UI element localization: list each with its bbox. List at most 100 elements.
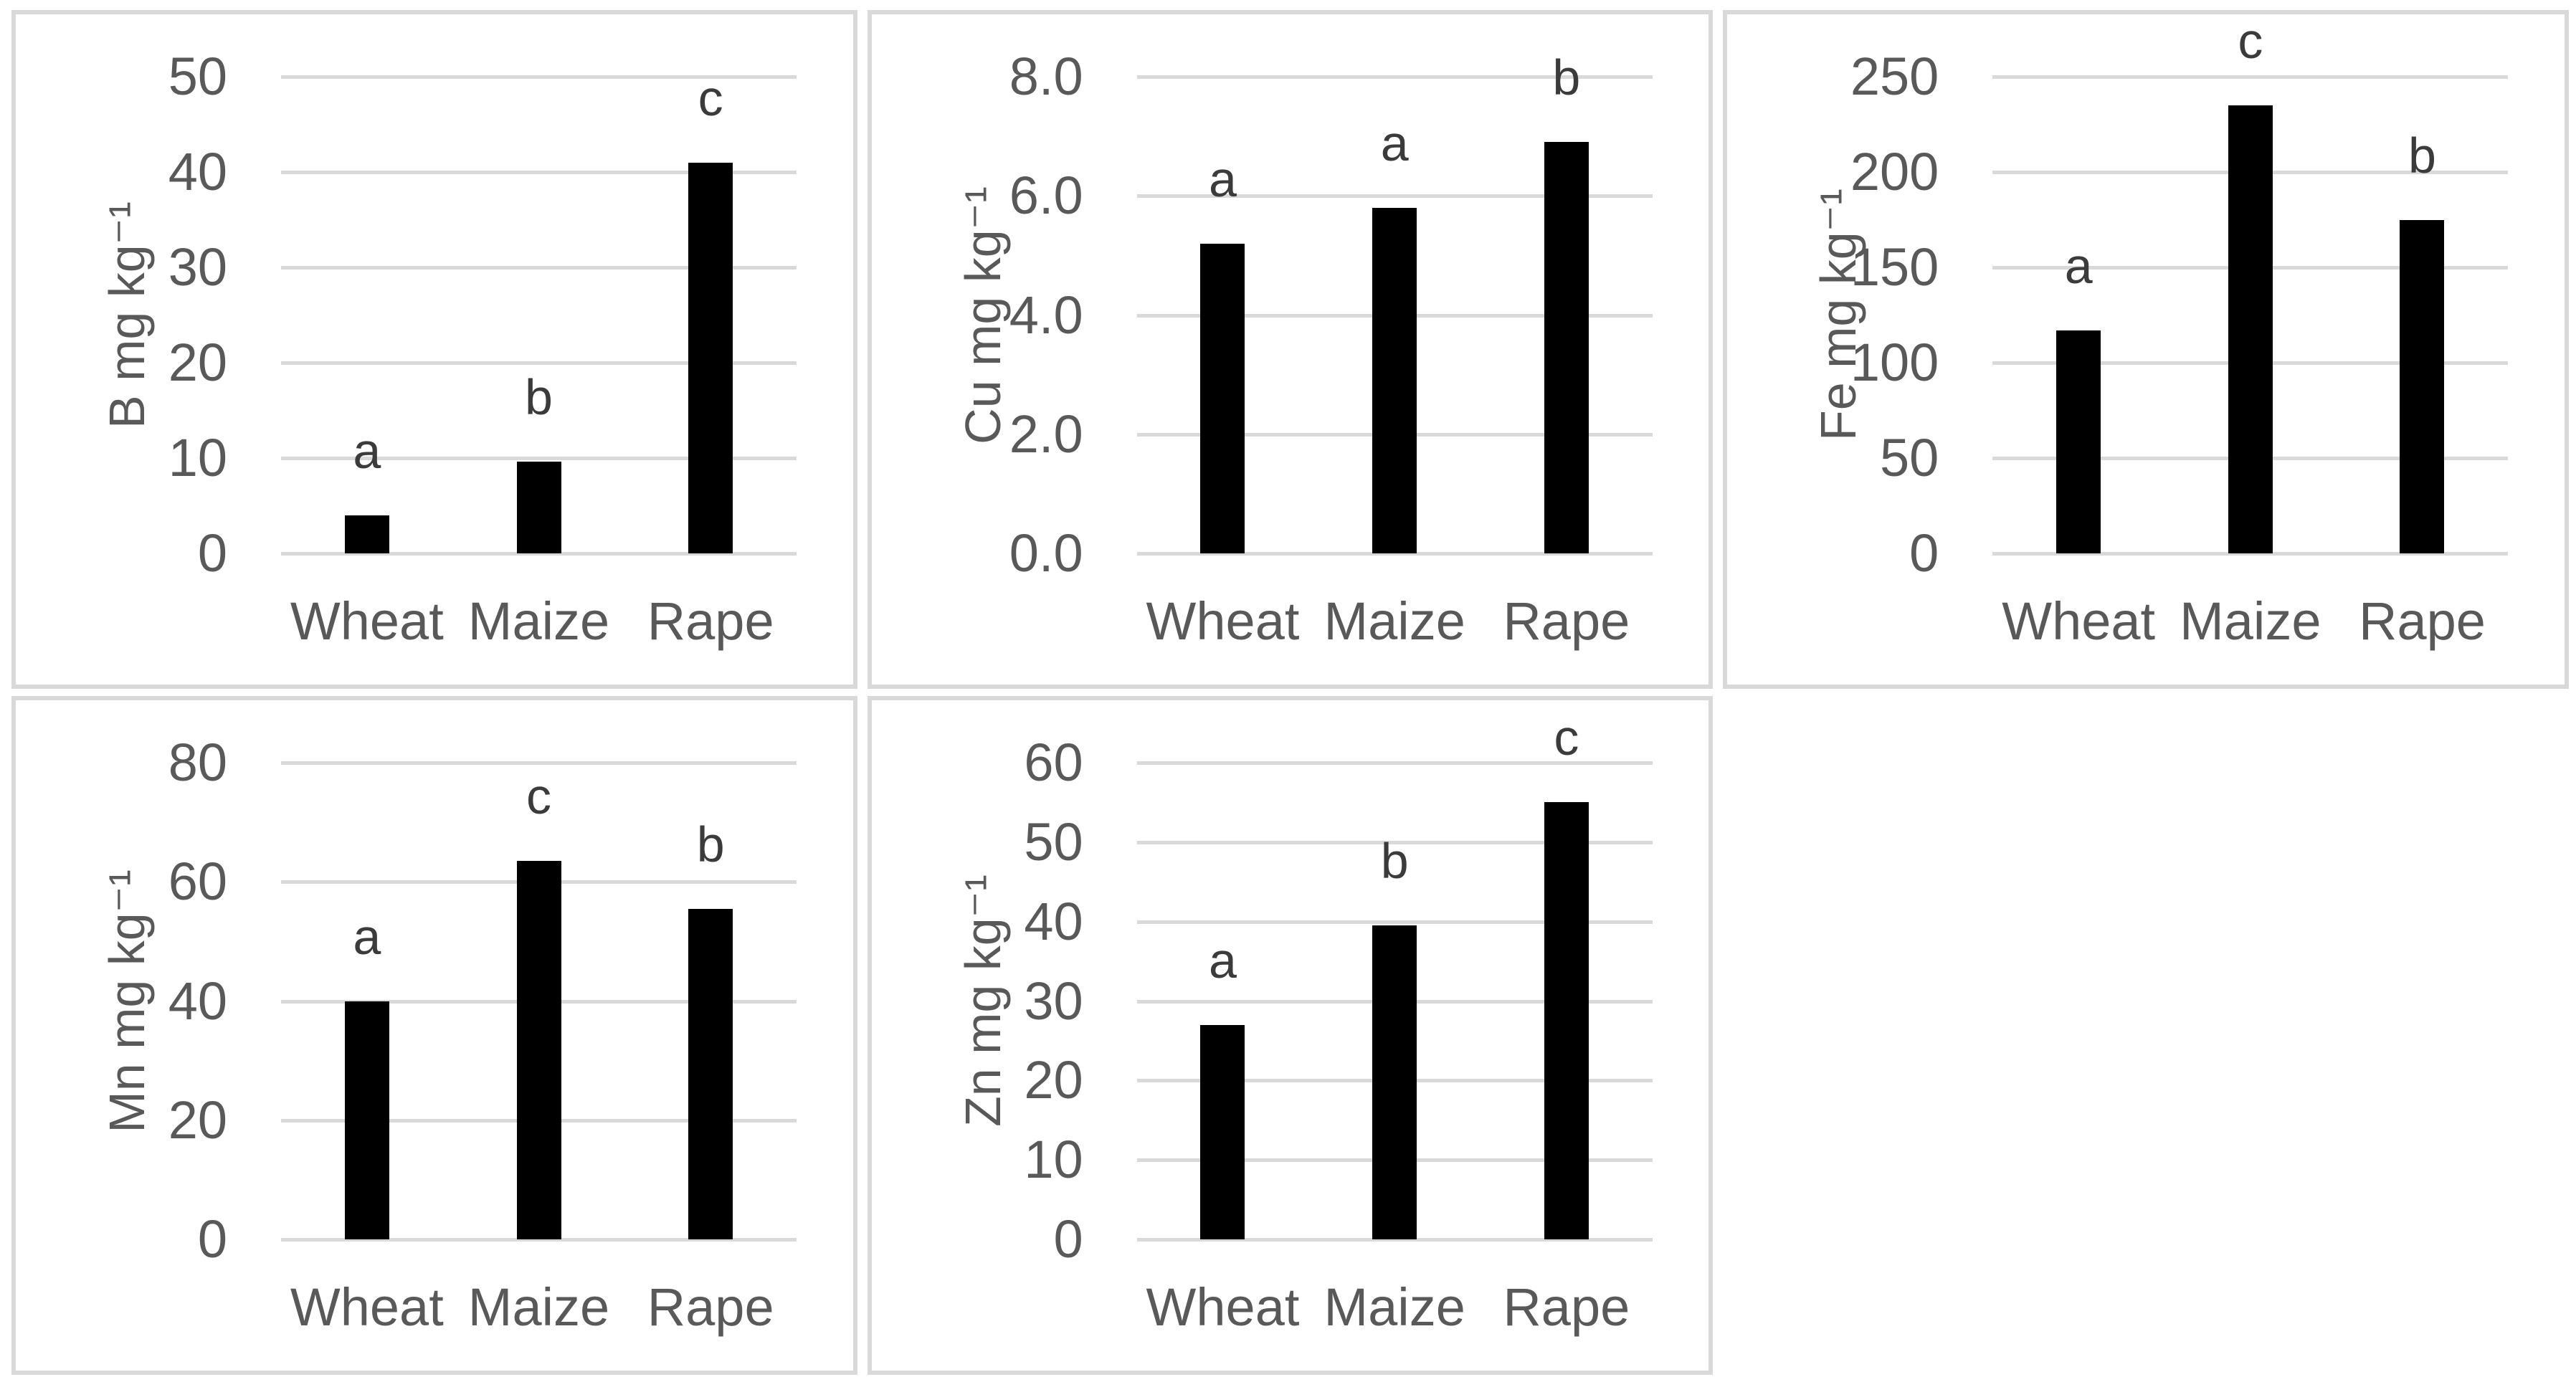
empty-cell bbox=[1723, 696, 2569, 1375]
y-axis-tick-label: 80 bbox=[168, 733, 227, 792]
x-axis-category-label: Wheat bbox=[290, 591, 444, 651]
y-axis-tick-label: 20 bbox=[1024, 1050, 1083, 1110]
y-axis-tick-label: 0 bbox=[1053, 1209, 1083, 1269]
y-axis-tick-label: 60 bbox=[168, 852, 227, 912]
chart-panel-zn: Zn mg kg⁻¹ 0 10 20 30 40 50 60 a Wheat b Maize c Rape bbox=[867, 696, 1714, 1375]
chart-panel-cu: Cu mg kg⁻¹ 0.0 2.0 4.0 6.0 8.0 a Wheat a Maize b Ra… bbox=[867, 10, 1714, 689]
bar-maize bbox=[2228, 105, 2273, 553]
significance-letter: b bbox=[2408, 127, 2436, 184]
x-axis-category-label: Rape bbox=[1503, 591, 1630, 651]
bar-wheat bbox=[1200, 1024, 1245, 1239]
y-axis-tick-label: 0 bbox=[1909, 523, 1939, 583]
gridline bbox=[1136, 75, 1653, 79]
significance-letter: a bbox=[1209, 932, 1237, 988]
significance-letter: c bbox=[1554, 710, 1579, 766]
x-axis-category-label: Maize bbox=[1323, 591, 1465, 651]
significance-letter: b bbox=[1552, 49, 1581, 106]
x-axis-category-label: Maize bbox=[2180, 591, 2321, 651]
bar-wheat bbox=[344, 515, 389, 553]
bar-rape bbox=[1544, 802, 1589, 1239]
x-axis-category-label: Rape bbox=[647, 591, 774, 651]
y-axis-label: B mg kg⁻¹ bbox=[99, 201, 155, 429]
y-axis-tick-label: 10 bbox=[1024, 1130, 1083, 1190]
x-axis-category-label: Wheat bbox=[2002, 591, 2156, 651]
significance-letter: a bbox=[353, 422, 381, 479]
y-axis-tick-label: 2.0 bbox=[1009, 404, 1083, 464]
y-axis-tick-label: 50 bbox=[1880, 428, 1939, 487]
x-axis-category-label: Wheat bbox=[1146, 1277, 1300, 1337]
bar-rape bbox=[688, 908, 733, 1239]
chart-panel-mn: Mn mg kg⁻¹ 0 20 40 60 80 a Wheat c Maize b Rape bbox=[11, 696, 857, 1375]
y-axis-tick-label: 60 bbox=[1024, 733, 1083, 792]
y-axis-tick-label: 40 bbox=[168, 142, 227, 201]
gridline bbox=[281, 171, 797, 174]
bar-maize bbox=[1372, 925, 1417, 1239]
significance-letter: c bbox=[698, 70, 723, 126]
gridline bbox=[281, 552, 797, 556]
significance-letter: b bbox=[1380, 833, 1409, 890]
y-axis-tick-label: 40 bbox=[168, 971, 227, 1031]
gridline bbox=[281, 75, 797, 79]
chart-panel-b: B mg kg⁻¹ 0 10 20 30 40 50 a Wheat b Maize c Rape bbox=[11, 10, 857, 689]
x-axis-category-label: Rape bbox=[1503, 1277, 1630, 1337]
gridline bbox=[1136, 1238, 1653, 1242]
significance-letter: a bbox=[2064, 237, 2093, 294]
x-axis-category-label: Maize bbox=[1323, 1277, 1465, 1337]
bar-wheat bbox=[344, 1001, 389, 1239]
gridline bbox=[281, 761, 797, 765]
x-axis-category-label: Wheat bbox=[290, 1277, 444, 1337]
gridline bbox=[1136, 920, 1653, 924]
y-axis-tick-label: 20 bbox=[168, 333, 227, 392]
bar-wheat bbox=[2056, 330, 2101, 553]
y-axis-tick-label: 10 bbox=[168, 428, 227, 487]
x-axis-category-label: Wheat bbox=[1146, 591, 1300, 651]
x-axis-category-label: Rape bbox=[647, 1277, 774, 1337]
significance-letter: a bbox=[1209, 151, 1237, 207]
y-axis-tick-label: 100 bbox=[1850, 333, 1939, 392]
x-axis-category-label: Maize bbox=[467, 591, 610, 651]
bar-wheat bbox=[1200, 243, 1245, 553]
significance-letter: b bbox=[696, 816, 725, 872]
bar-rape bbox=[2400, 219, 2445, 553]
y-axis-tick-label: 30 bbox=[168, 237, 227, 297]
y-axis-tick-label: 20 bbox=[168, 1090, 227, 1150]
y-axis-tick-label: 50 bbox=[168, 47, 227, 106]
gridline bbox=[1136, 552, 1653, 556]
y-axis-tick-label: 0 bbox=[197, 1209, 227, 1269]
bar-maize bbox=[516, 462, 561, 553]
y-axis-tick-label: 8.0 bbox=[1009, 47, 1083, 106]
gridline bbox=[1992, 75, 2509, 79]
x-axis-category-label: Maize bbox=[467, 1277, 610, 1337]
significance-letter: a bbox=[1380, 115, 1409, 171]
significance-letter: b bbox=[525, 369, 553, 426]
gridline bbox=[281, 1238, 797, 1242]
y-axis-tick-label: 250 bbox=[1850, 47, 1939, 106]
significance-letter: c bbox=[2238, 12, 2263, 69]
gridline bbox=[1136, 840, 1653, 844]
y-axis-label: Fe mg kg⁻¹ bbox=[1810, 189, 1867, 442]
y-axis-tick-label: 30 bbox=[1024, 971, 1083, 1031]
significance-letter: a bbox=[353, 908, 381, 965]
significance-letter: c bbox=[526, 768, 551, 825]
y-axis-tick-label: 200 bbox=[1850, 142, 1939, 201]
gridline bbox=[281, 457, 797, 460]
y-axis-tick-label: 40 bbox=[1024, 891, 1083, 951]
gridline bbox=[1992, 552, 2509, 556]
y-axis-tick-label: 6.0 bbox=[1009, 166, 1083, 226]
gridline bbox=[1136, 194, 1653, 199]
y-axis-tick-label: 50 bbox=[1024, 811, 1083, 872]
y-axis-tick-label: 0 bbox=[197, 523, 227, 583]
chart-panel-fe: Fe mg kg⁻¹ 0 50 100 150 200 250 a Wheat c Maize b Ra… bbox=[1723, 10, 2569, 689]
y-axis-tick-label: 150 bbox=[1850, 237, 1939, 297]
bar-maize bbox=[516, 861, 561, 1239]
gridline bbox=[1136, 761, 1653, 765]
bar-maize bbox=[1372, 207, 1417, 553]
gridline bbox=[281, 266, 797, 270]
bar-rape bbox=[688, 162, 733, 553]
y-axis-tick-label: 4.0 bbox=[1009, 285, 1083, 345]
gridline bbox=[281, 361, 797, 365]
y-axis-tick-label: 0.0 bbox=[1009, 523, 1083, 583]
bar-rape bbox=[1544, 142, 1589, 553]
x-axis-category-label: Rape bbox=[2359, 591, 2486, 651]
